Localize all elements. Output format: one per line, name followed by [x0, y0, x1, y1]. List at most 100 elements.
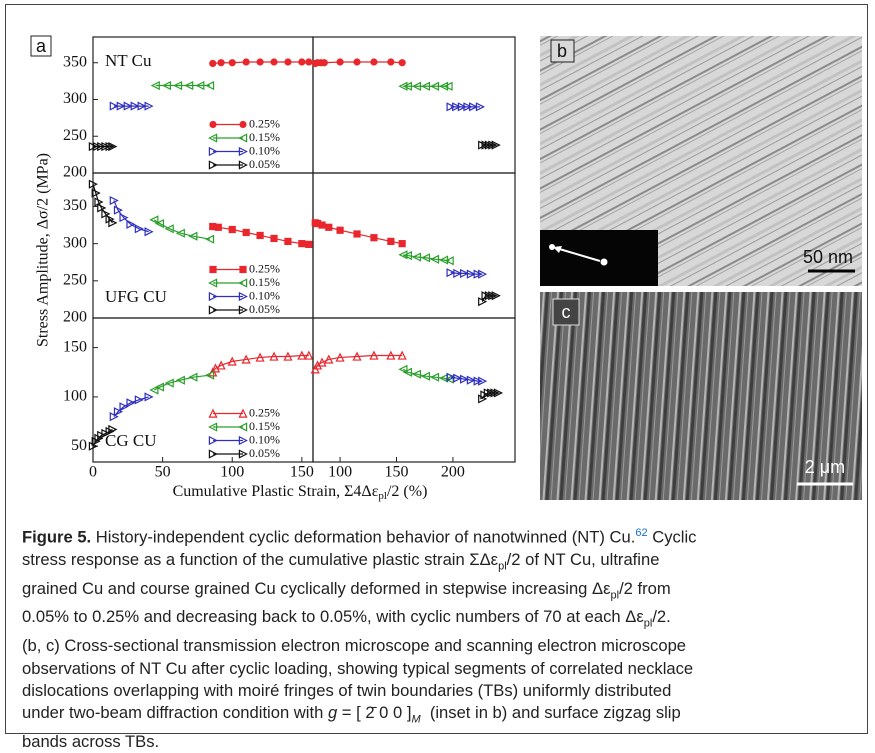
legend-label: 0.15%: [249, 275, 280, 289]
legend-marker: [239, 266, 246, 273]
subscript: pl: [498, 560, 507, 572]
marker: [215, 224, 222, 231]
y-tick-label: 350: [63, 197, 87, 214]
marker: [284, 238, 291, 245]
marker: [353, 230, 360, 237]
caption-text: dislocations overlapping with moiré frin…: [22, 681, 671, 700]
caption-symbol: M: [411, 714, 420, 726]
series-line: [114, 201, 149, 232]
caption-text: /2 of NT Cu, ultrafine: [507, 550, 660, 569]
x-tick-label: 50: [155, 464, 171, 481]
marker: [109, 219, 116, 226]
x-axis-label: Cumulative Plastic Strain, Σ4Δεpl/2 (%): [173, 483, 428, 502]
legend-label: 0.25%: [249, 261, 280, 275]
legend-marker: [239, 121, 246, 128]
x-tick-label: 200: [441, 464, 465, 481]
x-tick-label: 100: [328, 464, 352, 481]
marker: [243, 229, 250, 236]
legend-label: 0.15%: [249, 130, 280, 144]
scale-label: 50 nm: [803, 247, 853, 267]
legend-label: 0.10%: [249, 288, 280, 302]
marker: [318, 221, 325, 228]
y-tick-label: 200: [63, 164, 87, 181]
legend-marker: [209, 121, 216, 128]
subscript: pl: [611, 589, 620, 601]
caption-text: = [: [337, 703, 365, 722]
panel-label: b: [557, 41, 567, 61]
marker: [298, 240, 305, 247]
panel-label: c: [562, 302, 571, 322]
marker: [229, 226, 236, 233]
figure: b 50 nm c 2 μm a Stress Amplitude, Δσ/2 …: [0, 0, 875, 515]
scale-label: 2 μm: [805, 457, 845, 477]
panel-annotation: NT Cu: [105, 51, 152, 70]
x-tick-label: 150: [385, 464, 409, 481]
marker: [305, 58, 312, 65]
caption-text: History-independent cyclic deformation b…: [91, 528, 635, 547]
marker: [336, 227, 343, 234]
caption-text: 0.05% to 0.25% and decreasing back to 0.…: [22, 607, 644, 626]
marker: [336, 58, 343, 65]
marker: [256, 58, 263, 65]
y-axis-label: Stress Amplitude, Δσ/2 (MPa): [35, 153, 52, 347]
caption-text: 0 0 ]: [375, 703, 412, 722]
legend-label: 0.15%: [249, 419, 280, 433]
caption-text: observations of NT Cu after cyclic loadi…: [22, 659, 693, 678]
y-tick-label: 250: [63, 127, 87, 144]
caption-symbol: g: [328, 703, 337, 722]
x-label-sub: pl: [378, 490, 387, 502]
caption-text: under two-beam diffraction condition wit…: [22, 703, 328, 722]
marker: [284, 58, 291, 65]
reference-link[interactable]: 62: [635, 527, 647, 539]
marker: [370, 58, 377, 65]
x-tick-label: 100: [220, 464, 244, 481]
legend-label: 0.10%: [249, 143, 280, 157]
marker: [353, 58, 360, 65]
y-tick-label: 250: [63, 271, 87, 288]
caption-text: 2̄: [365, 703, 374, 722]
legend-marker: [209, 266, 216, 273]
caption-text: stress response as a function of the cum…: [22, 550, 498, 569]
marker: [305, 241, 312, 248]
y-tick-label: 300: [63, 90, 87, 107]
x-tick-label: 150: [290, 464, 314, 481]
marker: [387, 238, 394, 245]
marker: [243, 58, 250, 65]
series-line: [213, 355, 309, 372]
marker: [209, 60, 216, 67]
legend-label: 0.05%: [249, 446, 280, 460]
caption-text: grained Cu and course grained Cu cyclica…: [22, 579, 611, 598]
x-label-text: /2 (%): [387, 483, 427, 500]
marker: [256, 232, 263, 239]
marker: [325, 224, 332, 231]
marker: [399, 240, 406, 247]
y-tick-label: 100: [63, 388, 87, 405]
caption: Figure 5. History-independent cyclic def…: [22, 522, 867, 753]
plot-frame: [313, 37, 515, 173]
panel-annotation: CG CU: [105, 431, 156, 450]
x-label-text: Cumulative Plastic Strain, Σ4Δε: [173, 483, 379, 500]
caption-label: Figure 5.: [22, 528, 91, 547]
marker: [229, 59, 236, 66]
marker: [387, 58, 394, 65]
diffraction-spot: [601, 259, 608, 266]
page: b 50 nm c 2 μm a Stress Amplitude, Δσ/2 …: [0, 0, 875, 741]
marker: [399, 59, 406, 66]
caption-text: bands across TBs.: [22, 732, 159, 751]
y-tick-label: 300: [63, 234, 87, 251]
panel-annotation: UFG CU: [105, 287, 167, 306]
diffraction-inset: [540, 230, 658, 286]
marker: [270, 235, 277, 242]
marker: [218, 59, 225, 66]
y-tick-label: 150: [63, 338, 87, 355]
marker: [370, 234, 377, 241]
marker: [321, 59, 328, 66]
marker: [206, 236, 213, 243]
y-tick-label: 50: [71, 437, 87, 454]
marker: [206, 82, 213, 89]
caption-text: (inset in b) and surface zigzag slip: [421, 703, 681, 722]
caption-text: /2.: [652, 607, 670, 626]
subscript: M: [411, 714, 420, 726]
x-tick-label: 0: [89, 464, 97, 481]
caption-text: /2 from: [619, 579, 671, 598]
